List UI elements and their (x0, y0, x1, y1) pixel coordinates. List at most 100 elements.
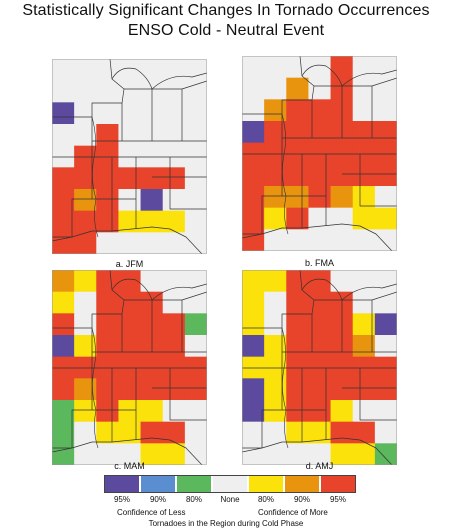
grid-cell-none (74, 102, 97, 125)
grid-cell-none (264, 77, 287, 100)
grid-cell-more95 (140, 378, 164, 401)
grid-cell-more95 (352, 164, 376, 187)
grid-cell-none (74, 124, 97, 147)
grid-cell-more95 (264, 164, 287, 187)
grid-cell-more95 (96, 291, 119, 314)
grid-cell-less80 (52, 421, 75, 444)
grid-cell-none (74, 291, 97, 314)
grid-cell-more95 (96, 270, 119, 293)
grid-cell-more95 (374, 164, 397, 187)
grid-cell-more90 (74, 189, 97, 212)
state-border (314, 77, 397, 87)
grid-cell-more95 (118, 378, 141, 401)
grid-cell-none (264, 313, 287, 336)
legend-label-less-80: 80% (185, 495, 202, 504)
grid-cell-less95 (242, 121, 265, 144)
grid-cell-none (286, 229, 309, 251)
grid-cell-none (162, 400, 186, 423)
grid-cell-none (352, 99, 376, 122)
grid-cell-none (74, 443, 97, 465)
grid-cell-none (374, 291, 397, 314)
great-lakes-shore (111, 278, 153, 301)
grid-cell-more95 (140, 167, 164, 190)
grid-cell-more90 (74, 378, 97, 401)
grid-cell-more95 (330, 164, 354, 187)
legend-label-more-90: 90% (293, 495, 310, 504)
mississippi-river (281, 113, 289, 235)
grid-cell-more80 (264, 207, 287, 230)
grid-cell-none (162, 80, 186, 103)
grid-cell-none (330, 229, 354, 251)
grid-cell-more95 (308, 121, 331, 144)
grid-cell-less95 (52, 335, 75, 358)
grid-cell-none (242, 99, 265, 122)
grid-cell-none (52, 80, 75, 103)
grid-cell-none (118, 189, 141, 212)
great-lakes-shore (111, 67, 153, 90)
grid-cell-more80 (264, 270, 287, 293)
grid-cell-more95 (118, 167, 141, 190)
mississippi-river (281, 327, 289, 449)
grid-cell-none (374, 335, 397, 358)
grid-cell-more95 (140, 421, 164, 444)
mississippi-river (91, 327, 99, 449)
grid-cell-more90 (286, 186, 309, 209)
grid-cell-more95 (96, 335, 119, 358)
coastline (52, 437, 203, 465)
grid-cell-none (330, 270, 354, 293)
grid-cell-more95 (118, 313, 141, 336)
state-border (169, 368, 207, 421)
grid-cell-more95 (286, 121, 309, 144)
grid-cell-more80 (52, 291, 75, 314)
grid-cell-none (242, 56, 265, 79)
grid-cell-more95 (52, 167, 75, 190)
grid-cell-less80 (184, 313, 207, 336)
grid-cell-less95 (140, 189, 164, 212)
grid-cell-none (352, 229, 376, 251)
grid-cell-more95 (330, 56, 354, 79)
grid-cell-none (286, 443, 309, 465)
grid-cell-none (162, 270, 186, 293)
grid-cell-more95 (286, 164, 309, 187)
legend-caption-less: Confidence of Less (117, 508, 186, 517)
grid-cell-more90 (352, 335, 376, 358)
grid-cell-more95 (374, 378, 397, 401)
legend-footer: Tornadoes in the Region during Cold Phas… (148, 519, 304, 528)
grid-cell-none (264, 443, 287, 465)
grid-cell-more80 (330, 400, 354, 423)
grid-cell-more80 (118, 400, 141, 423)
grid-cell-none (352, 270, 376, 293)
grid-cell-more80 (352, 207, 376, 230)
grid-cell-more80 (330, 443, 354, 465)
grid-cell-none (184, 124, 207, 147)
grid-cell-more90 (52, 270, 75, 293)
grid-cell-none (352, 291, 376, 314)
grid-cell-less95 (242, 400, 265, 423)
grid-cell-none (184, 400, 207, 423)
great-lakes-shore (341, 69, 397, 87)
legend-swatch-less-90 (141, 476, 175, 492)
grid-cell-none (162, 232, 186, 254)
coastline (242, 223, 393, 251)
panel-frame (242, 56, 397, 251)
grid-cell-more80 (264, 400, 287, 423)
grid-cell-more95 (52, 232, 75, 254)
grid-cell-more95 (286, 291, 309, 314)
grid-cell-more95 (74, 232, 97, 254)
grid-cell-more95 (118, 270, 141, 293)
grid-cell-none (74, 421, 97, 444)
grid-cell-more95 (308, 378, 331, 401)
grid-cell-more95 (352, 121, 376, 144)
grid-cell-more90 (264, 99, 287, 122)
grid-cell-more95 (330, 378, 354, 401)
grid-cell-more95 (308, 335, 331, 358)
grid-cell-more80 (162, 443, 186, 465)
grid-cell-none (74, 313, 97, 336)
great-lakes-shore (151, 283, 207, 301)
coastline (52, 226, 203, 254)
state-border (52, 368, 93, 449)
panel-label-fma: b. FMA (304, 258, 334, 268)
grid-cell-more95 (96, 124, 119, 147)
grid-cell-none (264, 291, 287, 314)
grid-cell-more80 (286, 421, 309, 444)
